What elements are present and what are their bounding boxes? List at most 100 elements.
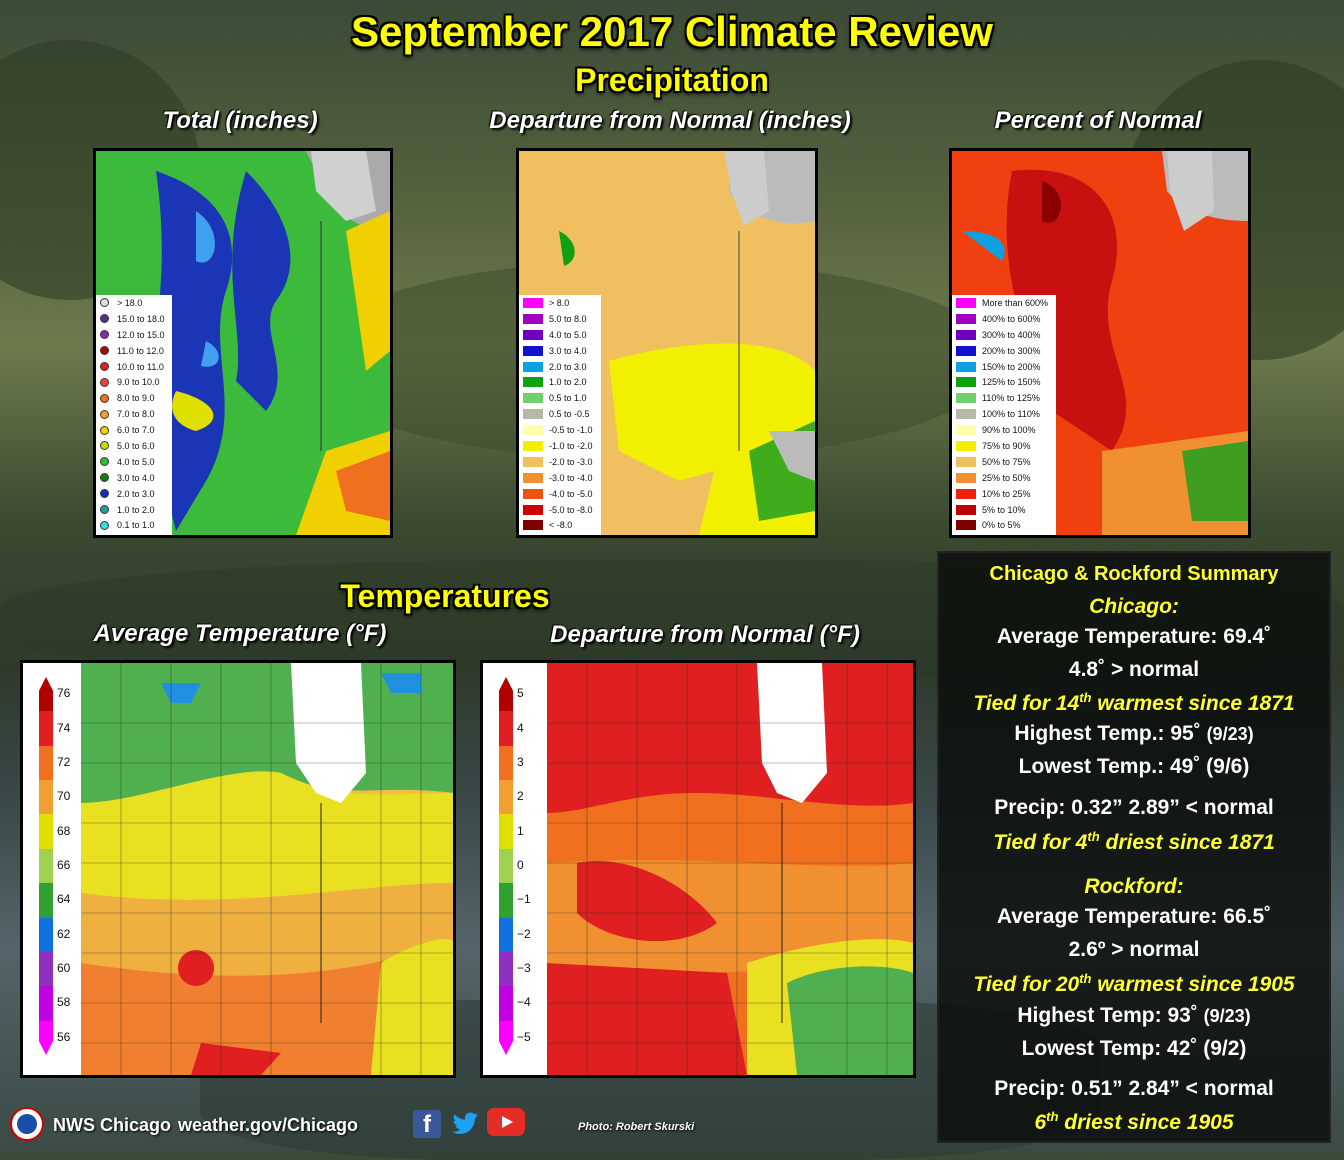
legend-swatch <box>523 504 543 515</box>
scale-segment <box>39 677 53 712</box>
legend-swatch <box>100 298 109 308</box>
scale-segment <box>39 711 53 746</box>
scale-tick-label: 72 <box>57 754 71 769</box>
scale-segment <box>499 677 513 712</box>
legend-label: 5.0 to 8.0 <box>549 313 587 324</box>
legend-label: 75% to 90% <box>982 440 1031 451</box>
legend-swatch <box>956 345 976 356</box>
facebook-icon[interactable]: f <box>413 1110 441 1138</box>
legend-row: 5% to 10% <box>952 502 1056 518</box>
legend-label: 1.0 to 2.0 <box>117 504 155 515</box>
scale-tick-label: −3 <box>517 961 531 976</box>
youtube-icon[interactable] <box>487 1108 525 1136</box>
legend-row: 1.0 to 2.0 <box>519 374 601 390</box>
legend-swatch <box>956 393 976 404</box>
legend-label: 110% to 125% <box>982 393 1040 404</box>
legend-row: > 8.0 <box>519 295 601 311</box>
legend-row: > 18.0 <box>96 295 172 311</box>
legend-label: 0% to 5% <box>982 520 1021 531</box>
avg-temp-title: Average Temperature (°F) <box>93 620 387 647</box>
legend-label: 5% to 10% <box>982 504 1026 515</box>
scale-segment <box>39 917 53 952</box>
legend-label: 400% to 600% <box>982 313 1041 324</box>
scale-segment <box>499 711 513 746</box>
legend-swatch <box>956 329 976 340</box>
departure-precip-map-shapes <box>519 151 815 535</box>
percent-normal-legend: More than 600% 400% to 600% 300% to 400% 20… <box>952 295 1056 535</box>
legend-swatch <box>523 409 543 420</box>
legend-swatch <box>956 313 976 324</box>
legend-label: 0.5 to 1.0 <box>549 393 587 404</box>
legend-swatch <box>956 488 976 499</box>
scale-tick-label: 76 <box>57 686 71 701</box>
scale-segment <box>499 951 513 987</box>
percent-normal-map: More than 600% 400% to 600% 300% to 400% 20… <box>949 148 1251 538</box>
legend-label: 200% to 300% <box>982 345 1041 356</box>
legend-label: > 8.0 <box>549 297 570 308</box>
legend-swatch <box>956 361 976 372</box>
scale-segment <box>499 848 513 884</box>
legend-swatch <box>523 361 543 372</box>
scale-tick-label: 0 <box>517 858 524 872</box>
legend-label: -3.0 to -4.0 <box>549 472 593 483</box>
scale-tick-label: 56 <box>57 1029 71 1044</box>
temp-departure-map: 5 4 3 2 1 0 −1 −2 −3 −4 −5 <box>480 660 916 1078</box>
legend-label: 125% to 150% <box>982 377 1041 388</box>
legend-swatch <box>956 456 976 467</box>
legend-swatch <box>956 425 976 436</box>
legend-row: 300% to 400% <box>952 327 1056 343</box>
legend-swatch <box>956 520 976 531</box>
scale-tick-label: −2 <box>517 926 531 941</box>
scale-segment <box>39 883 53 918</box>
legend-row: 6.0 to 7.0 <box>96 422 172 438</box>
legend-label: 50% to 75% <box>982 456 1031 467</box>
legend-swatch <box>523 377 543 388</box>
legend-swatch <box>100 377 109 387</box>
scale-segment <box>499 986 513 1021</box>
scale-tick-label: −1 <box>517 892 531 907</box>
legend-swatch <box>100 330 109 340</box>
legend-row: 100% to 110% <box>952 406 1056 422</box>
scale-segment <box>39 745 53 781</box>
rockford-precip: Precip: 0.51” 2.84” < normal <box>994 1077 1274 1100</box>
legend-swatch <box>100 489 109 499</box>
legend-row: 25% to 50% <box>952 470 1056 486</box>
departure-precip-map: > 8.0 5.0 to 8.0 4.0 to 5.0 3.0 to 4.0 2.0 t… <box>516 148 818 538</box>
nws-logo-icon[interactable] <box>10 1107 44 1141</box>
legend-swatch <box>523 472 543 483</box>
scale-segment <box>39 814 53 849</box>
legend-row: 1.0 to 2.0 <box>96 502 172 518</box>
rockford-avg-temp: Average Temperature: 66.5˚ <box>996 905 1272 928</box>
legend-row: 0.5 to 1.0 <box>519 390 601 406</box>
legend-label: 1.0 to 2.0 <box>549 377 587 388</box>
scale-tick-label: 58 <box>57 995 71 1010</box>
scale-tick-label: 64 <box>57 892 71 907</box>
scale-segment <box>39 951 53 987</box>
legend-label: 10.0 to 11.0 <box>117 361 164 372</box>
chicago-highest-temp: Highest Temp.: 95˚ (9/23) <box>1014 722 1254 745</box>
scale-tick-label: 3 <box>517 754 524 769</box>
total-precip-title: Total (inches) <box>162 107 318 134</box>
temp-departure-title: Departure from Normal (°F) <box>550 621 860 648</box>
legend-row: 3.0 to 4.0 <box>96 470 172 486</box>
legend-swatch <box>523 329 543 340</box>
scale-tick-label: 74 <box>57 720 71 735</box>
legend-label: 7.0 to 8.0 <box>117 409 155 420</box>
legend-row: -5.0 to -8.0 <box>519 502 601 518</box>
scale-tick-label: 2 <box>517 789 524 804</box>
precip-section-title: Precipitation <box>575 62 769 98</box>
photo-credit: Photo: Robert Skurski <box>578 1121 695 1133</box>
departure-precip-title: Departure from Normal (inches) <box>489 107 851 134</box>
legend-row: 10.0 to 11.0 <box>96 359 172 375</box>
legend-row: < -8.0 <box>519 517 601 533</box>
legend-label: 6.0 to 7.0 <box>117 425 155 436</box>
legend-label: 15.0 to 18.0 <box>117 313 165 324</box>
legend-label: 300% to 400% <box>982 329 1041 340</box>
legend-swatch <box>523 297 543 308</box>
legend-swatch <box>956 504 976 515</box>
footer-url-link[interactable]: weather.gov/Chicago <box>178 1115 359 1135</box>
legend-label: 90% to 100% <box>982 425 1036 436</box>
twitter-icon[interactable] <box>450 1110 480 1138</box>
temp-section-title: Temperatures <box>340 578 550 614</box>
legend-label: 4.0 to 5.0 <box>117 456 155 467</box>
